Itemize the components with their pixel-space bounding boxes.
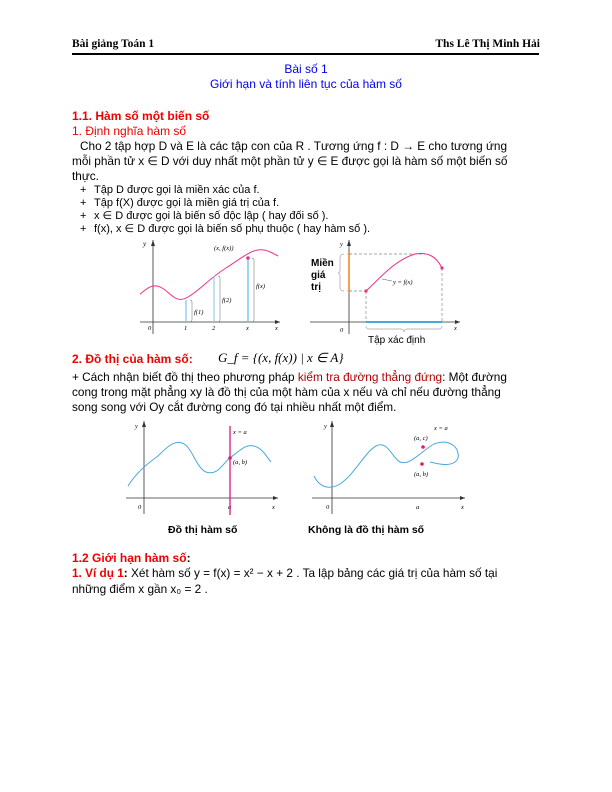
svg-text:x: x: [245, 325, 249, 332]
bullet-marker: +: [80, 197, 87, 209]
svg-text:y = f(x): y = f(x): [392, 279, 413, 286]
figure-function-values: y f(1) f(2) f(x) (x, f(x)) 0 1 2 x x: [140, 240, 280, 334]
svg-text:f(2): f(2): [222, 297, 231, 304]
svg-text:x: x: [460, 504, 464, 511]
vertical-line-test-term: kiểm tra đường thẳng đứng: [297, 370, 443, 384]
svg-text:0: 0: [326, 504, 330, 511]
definition-line-2: mỗi phần tử x ∈ D với duy nhất một phần …: [72, 154, 508, 168]
subheading-graph: 2. Đồ thị của hàm số:: [72, 352, 193, 366]
svg-text:1: 1: [184, 325, 187, 332]
header-right: Ths Lê Thị Minh Hải: [435, 38, 540, 50]
example-1-line-2: những điểm x gần x₀ = 2 .: [72, 582, 208, 596]
svg-text:x = a: x = a: [433, 425, 448, 432]
svg-text:0: 0: [138, 504, 142, 511]
vertical-line-test-line-2: cong trong mặt phẳng xy là đồ thị của mộ…: [72, 385, 501, 399]
subheading-definition: 1. Định nghĩa hàm số: [72, 124, 187, 138]
figure-is-function: y 0 a x x = a (a, b): [126, 421, 278, 515]
bullet-item: + Tập D được gọi là miền xác của f.: [80, 184, 260, 196]
svg-text:y: y: [323, 423, 327, 430]
section-heading-1-2: 1.2 Giới hạn hàm số:: [72, 551, 191, 565]
example-label: 1. Ví dụ 1: [72, 566, 124, 580]
svg-text:Miền: Miền: [311, 257, 334, 269]
svg-text:(a, b): (a, b): [414, 471, 428, 478]
svg-text:(a, c): (a, c): [414, 435, 428, 442]
svg-text:f(1): f(1): [194, 309, 203, 316]
svg-text:a: a: [416, 504, 419, 511]
svg-text:y: y: [339, 241, 343, 248]
svg-text:x = a: x = a: [232, 429, 247, 436]
definition-line-3: thực.: [72, 169, 99, 183]
bullet-marker: +: [80, 184, 87, 196]
svg-text:2: 2: [212, 325, 216, 332]
svg-text:Tập xác định: Tập xác định: [368, 335, 425, 346]
definition-line-1: Cho 2 tập hợp D và E là các tập con của …: [80, 139, 508, 153]
graph-formula: G_f = {(x, f(x)) | x ∈ A}: [218, 350, 344, 365]
bullet-marker: +: [80, 210, 87, 222]
bullet-item: + x ∈ D được gọi là biến số độc lập ( hay…: [80, 210, 329, 222]
svg-text:f(x): f(x): [256, 283, 265, 290]
svg-text:(a, b): (a, b): [233, 459, 247, 466]
caption-not-function: Không là đồ thị hàm số: [308, 524, 425, 536]
vertical-line-test-line-1: + Cách nhận biết đồ thị theo phương pháp…: [72, 370, 507, 384]
bullet-marker: +: [80, 223, 87, 235]
section-heading-1-1: 1.1. Hàm số một biến số: [72, 109, 210, 123]
svg-text:y: y: [134, 423, 138, 430]
figure-domain-range: y 0 x y = f(x) Miền giá trị Tập xác định: [310, 240, 460, 346]
lesson-title: Giới hạn và tính liên tục của hàm số: [210, 77, 402, 91]
figure-not-function: y 0 a x x = a (a, c) (a, b): [312, 421, 465, 514]
bullet-item: + Tập f(X) được gọi là miền giá trị của f…: [80, 197, 280, 209]
example-1-line-1: 1. Ví dụ 1: Xét hàm số y = f(x) = x² − x…: [72, 566, 498, 580]
vertical-line-test-line-3: song song với Oy cắt đường cong đó tại n…: [72, 400, 397, 414]
caption-is-function: Đồ thị hàm số: [168, 524, 238, 536]
svg-text:0: 0: [148, 325, 152, 332]
svg-text:trị: trị: [311, 282, 321, 293]
svg-text:x: x: [271, 504, 275, 511]
header-left: Bài giảng Toán 1: [72, 38, 155, 50]
lesson-number: Bài số 1: [284, 62, 328, 76]
svg-text:x: x: [274, 325, 278, 332]
svg-text:giá: giá: [311, 270, 326, 281]
header-rule: [72, 53, 539, 55]
svg-text:0: 0: [340, 327, 344, 334]
svg-text:(x, f(x)): (x, f(x)): [214, 245, 233, 252]
svg-text:y: y: [142, 240, 147, 248]
page-header: Bài giảng Toán 1 Ths Lê Thị Minh Hải: [72, 38, 540, 52]
bullet-item: + f(x), x ∈ D được gọi là biến số phụ thu…: [80, 223, 371, 235]
svg-text:x: x: [453, 325, 457, 332]
